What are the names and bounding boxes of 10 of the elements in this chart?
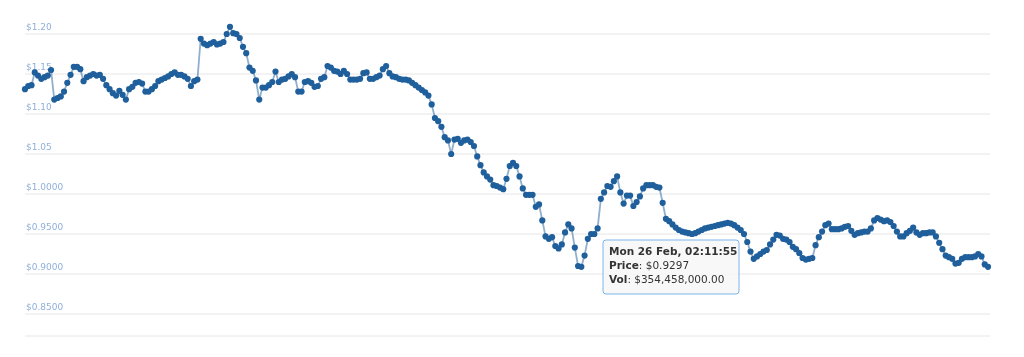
- y-tick-label: $0.9500: [26, 222, 64, 232]
- y-tick-label: $1.20: [26, 22, 53, 32]
- y-tick-label: $0.8500: [26, 302, 64, 312]
- annotation: Price: $0.9297: [609, 259, 690, 271]
- y-tick-label: $1.10: [26, 102, 53, 112]
- annotation: Mon 26 Feb, 02:11:55: [609, 245, 738, 257]
- y-tick-label: $1.05: [26, 142, 52, 152]
- annotation: Vol: $354,458,000.00: [609, 273, 725, 285]
- y-tick-label: $0.9000: [26, 262, 64, 272]
- y-tick-label: $1.0000: [26, 182, 64, 192]
